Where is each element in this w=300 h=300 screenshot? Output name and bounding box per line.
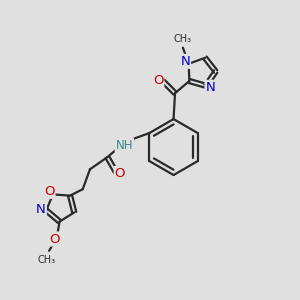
Text: O: O (44, 185, 55, 198)
Text: N: N (180, 55, 190, 68)
Text: O: O (49, 232, 60, 245)
Text: CH₃: CH₃ (38, 255, 56, 265)
Text: N: N (206, 81, 215, 94)
Text: NH: NH (116, 139, 133, 152)
Text: O: O (115, 167, 125, 180)
Text: CH₃: CH₃ (174, 34, 192, 44)
Text: N: N (36, 203, 46, 216)
Text: O: O (153, 74, 164, 87)
